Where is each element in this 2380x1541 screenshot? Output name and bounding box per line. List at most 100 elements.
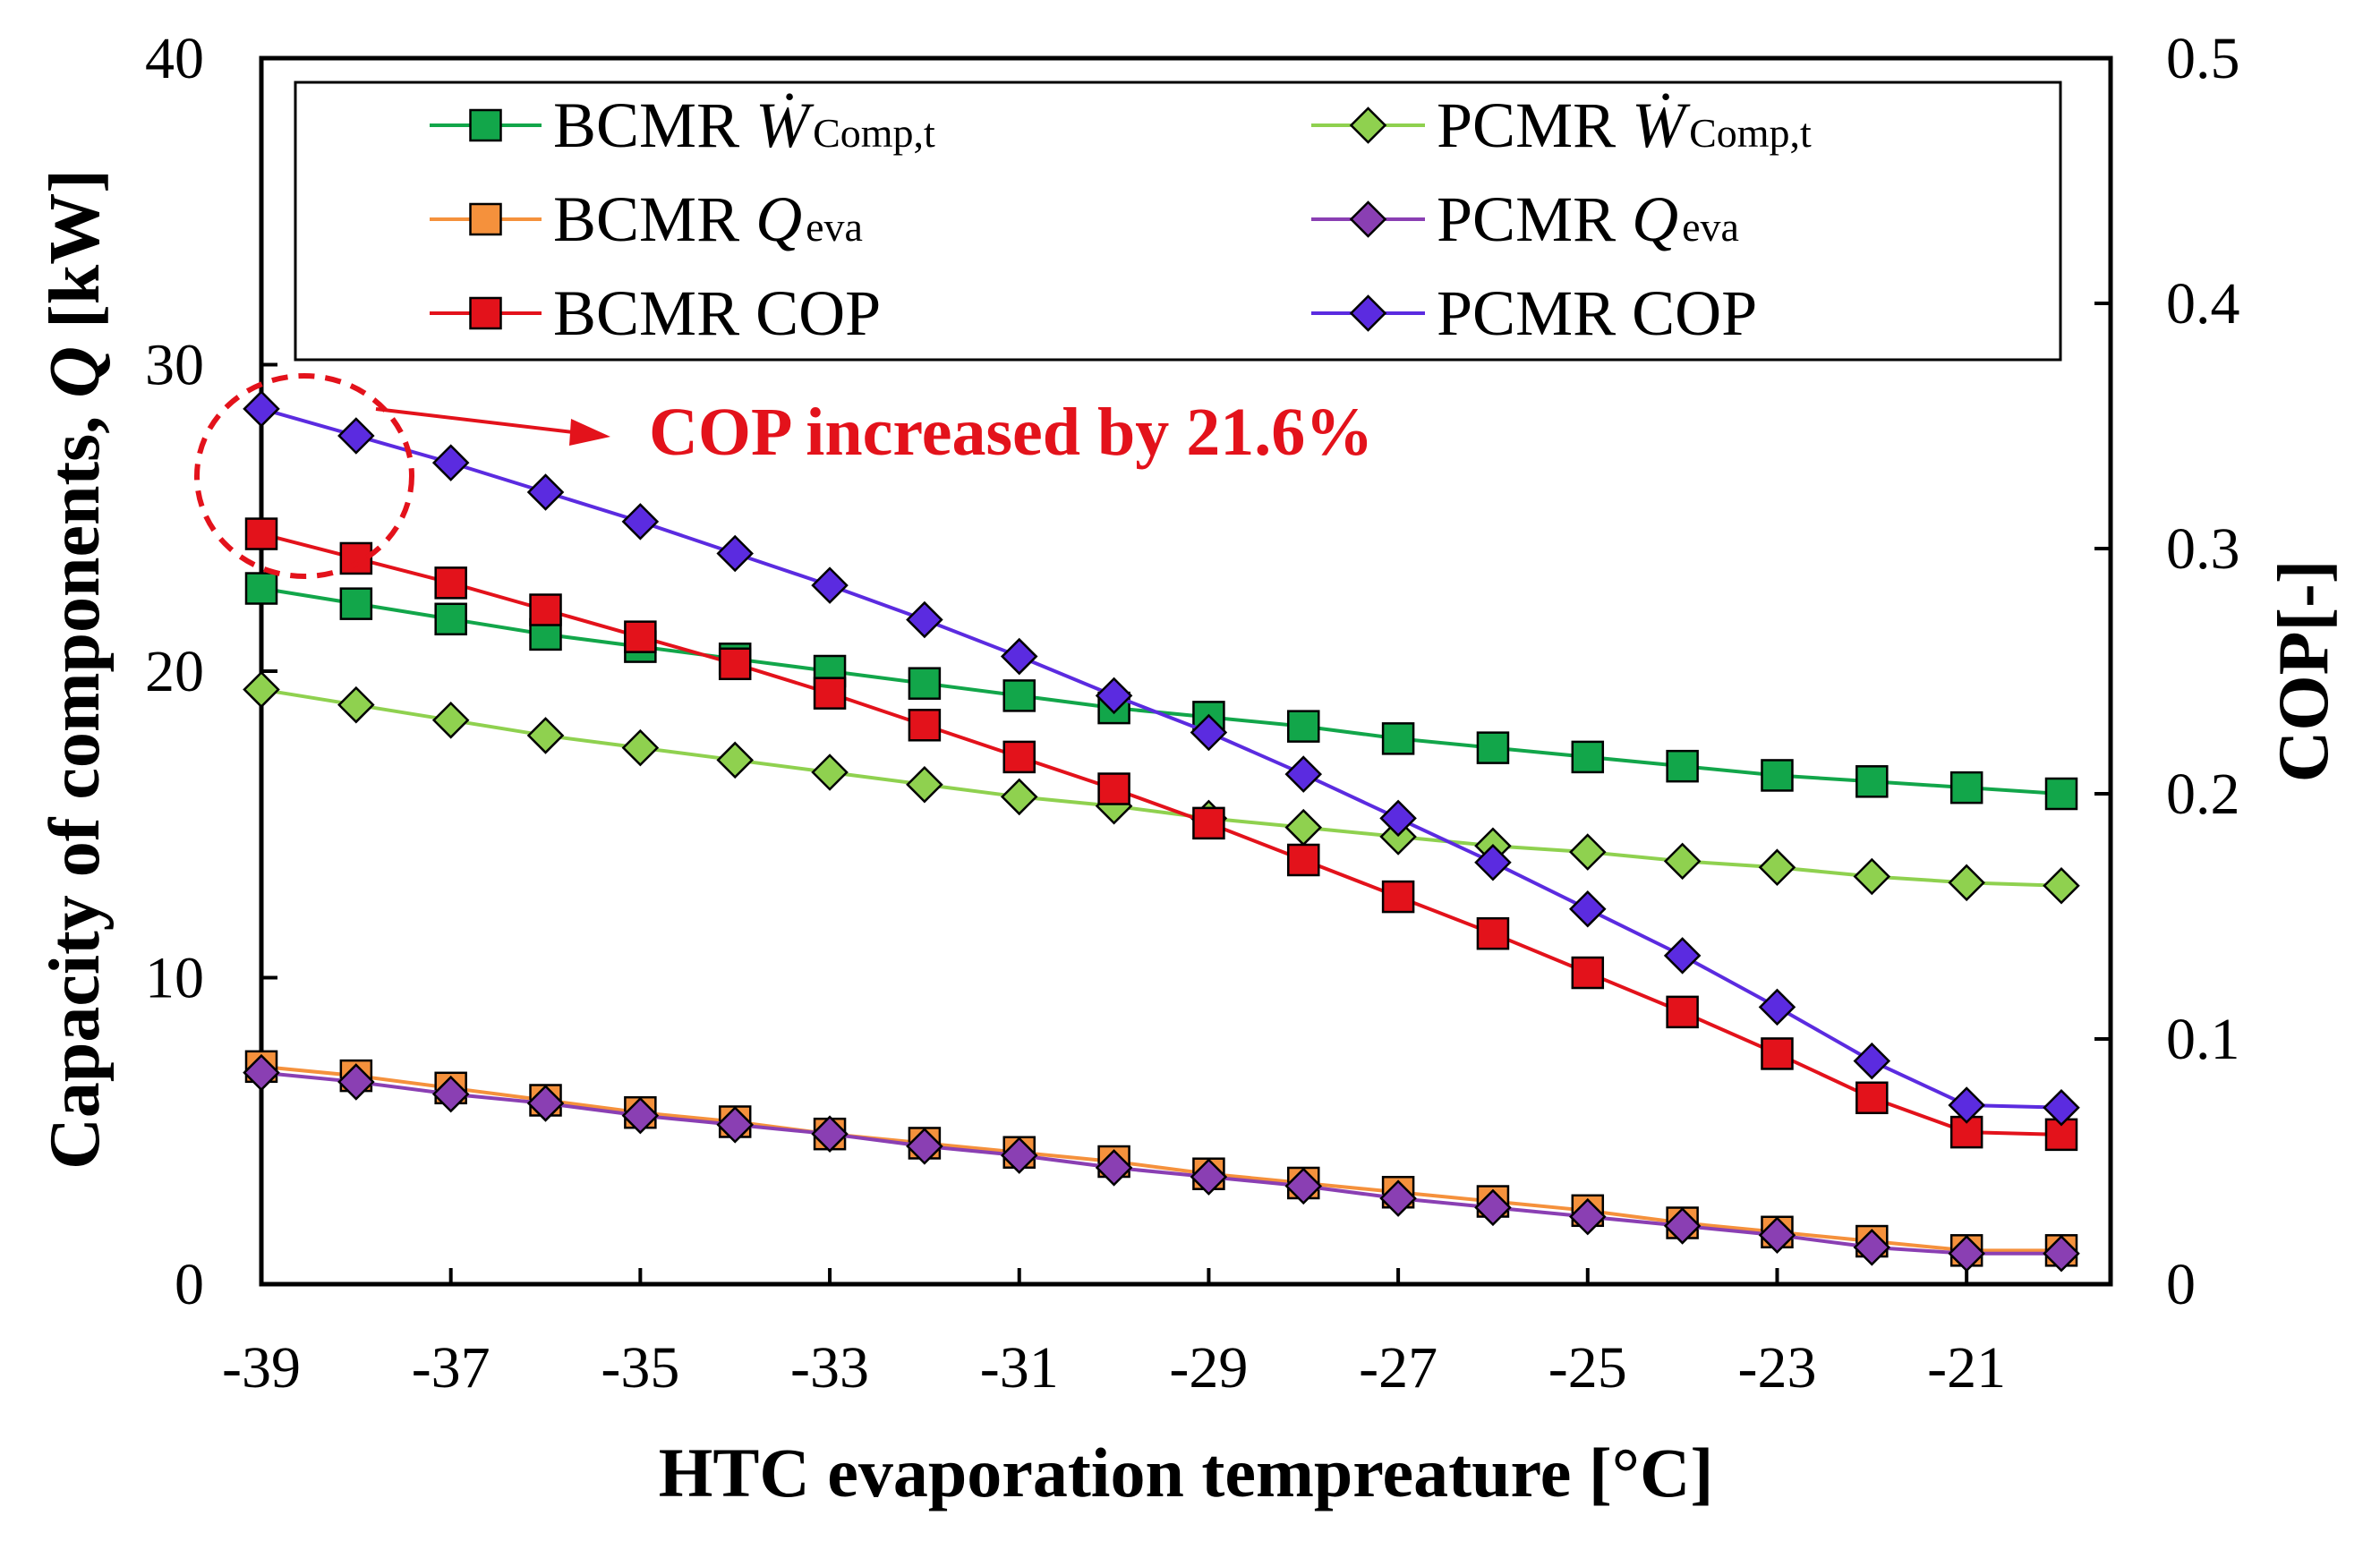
data-point-pcmr_cop — [621, 503, 660, 541]
data-point-bcmr_w — [244, 572, 278, 605]
data-point-pcmr_cop — [2043, 1088, 2080, 1127]
y-right-tick-labels: 0 0.1 0.2 0.3 0.4 0.5 — [2166, 26, 2240, 1317]
data-point-pcmr_w — [1853, 857, 1891, 896]
series-bcmr_w — [244, 572, 2078, 811]
data-point-pcmr_cop — [1190, 713, 1228, 752]
data-point-pcmr_cop — [1569, 890, 1607, 928]
data-point-pcmr_cop — [906, 600, 943, 639]
x-tick-label: -29 — [1169, 1335, 1248, 1401]
legend-marker-pcmr_cop — [1349, 294, 1387, 332]
data-point-pcmr_w — [1663, 842, 1702, 881]
data-point-bcmr_w — [1571, 740, 1605, 774]
data-point-pcmr_q — [1758, 1216, 1796, 1254]
data-point-pcmr_q — [1379, 1179, 1417, 1217]
data-point-bcmr_cop — [1381, 880, 1415, 914]
data-point-bcmr_cop — [1476, 916, 1510, 950]
y-axis-left-title-pre: Capacity of components, — [36, 398, 115, 1170]
data-point-bcmr_w — [1002, 679, 1036, 712]
data-point-pcmr_w — [2043, 866, 2080, 905]
series-group — [243, 390, 2080, 1273]
y-right-tick-label: 0.5 — [2166, 26, 2240, 91]
x-tick-label: -27 — [1359, 1335, 1437, 1401]
data-point-bcmr_w — [1761, 759, 1794, 792]
data-point-pcmr_cop — [1284, 755, 1323, 793]
data-point-bcmr_cop — [624, 620, 657, 653]
x-axis-title: HTC evaporation tempreature [°C] — [659, 1434, 1714, 1511]
legend-label-pcmr_cop: PCMR COP — [1437, 277, 1757, 349]
data-point-pcmr_w — [1948, 864, 1985, 902]
annotation-ellipse — [194, 373, 414, 579]
y-axis-left-title-unit: [kW] — [36, 169, 115, 346]
series-pcmr_q — [243, 1053, 2080, 1273]
data-point-bcmr_w — [2044, 777, 2078, 811]
data-point-bcmr_w — [1476, 731, 1510, 764]
y-right-tick-label: 0.3 — [2166, 516, 2240, 582]
data-point-bcmr_cop — [1192, 806, 1225, 840]
series-bcmr_q — [244, 1050, 2078, 1267]
y-right-tick-label: 0.1 — [2166, 1007, 2240, 1072]
data-point-bcmr_w — [1666, 749, 1699, 783]
data-point-bcmr_cop — [529, 593, 562, 626]
data-point-pcmr_q — [906, 1128, 943, 1165]
data-point-bcmr_cop — [244, 517, 278, 550]
data-point-bcmr_cop — [908, 709, 942, 742]
legend-label-bcmr_w: BCMR ẆComp,t — [553, 89, 935, 161]
y-left-tick-label: 20 — [145, 639, 204, 704]
data-point-pcmr_q — [811, 1115, 849, 1153]
data-point-pcmr_w — [716, 741, 754, 779]
data-point-pcmr_cop — [1948, 1086, 1985, 1124]
data-point-bcmr_w — [908, 667, 942, 700]
data-point-pcmr_cop — [811, 566, 849, 604]
series-pcmr_cop — [243, 390, 2080, 1127]
data-point-pcmr_q — [526, 1085, 565, 1122]
data-point-bcmr_cop — [1855, 1081, 1889, 1115]
legend-marker-pcmr_q — [1349, 200, 1387, 238]
legend-label-bcmr_cop: BCMR COP — [553, 277, 881, 349]
legend-label-pcmr_q: PCMR Qeva — [1437, 183, 1739, 255]
data-point-pcmr_w — [811, 753, 849, 791]
x-tick-label: -25 — [1548, 1335, 1627, 1401]
data-point-pcmr_q — [1853, 1229, 1891, 1266]
data-point-bcmr_cop — [1761, 1037, 1794, 1070]
annotation-arrow-line — [375, 407, 574, 434]
series-line-pcmr_cop — [260, 406, 2062, 1110]
x-tick-label: -37 — [412, 1335, 491, 1401]
x-tick-labels: -39 -37 -35 -33 -31 -29 -27 -25 -23 -21 — [222, 1335, 2006, 1401]
data-point-pcmr_w — [1284, 808, 1323, 847]
data-point-pcmr_w — [1569, 833, 1607, 871]
legend-marker-bcmr_q — [469, 202, 502, 236]
data-point-bcmr_w — [1855, 765, 1889, 798]
data-point-pcmr_w — [526, 717, 565, 754]
data-point-pcmr_cop — [1095, 677, 1133, 715]
data-point-pcmr_q — [1663, 1207, 1702, 1245]
legend-box — [294, 81, 2062, 362]
data-point-pcmr_w — [243, 670, 280, 709]
data-point-pcmr_cop — [1379, 799, 1417, 838]
series-pcmr_w — [243, 670, 2080, 905]
legend-marker-pcmr_w — [1349, 106, 1387, 144]
legend-label-pcmr_w: PCMR ẆComp,t — [1437, 89, 1812, 161]
x-tick-label: -31 — [980, 1335, 1059, 1401]
legend-marker-bcmr_w — [469, 108, 502, 142]
data-point-pcmr_q — [716, 1106, 754, 1144]
data-point-bcmr_w — [1287, 710, 1320, 743]
x-tick-label: -33 — [790, 1335, 869, 1401]
data-point-pcmr_q — [1284, 1167, 1323, 1205]
y-left-tick-label: 30 — [145, 333, 204, 398]
data-point-bcmr_w — [1949, 770, 1983, 805]
data-point-pcmr_w — [337, 685, 375, 724]
legend: BCMR ẆComp,t PCMR ẆComp,t BCMR Qeva PCMR Qeva… — [430, 89, 1812, 349]
data-point-pcmr_cop — [1853, 1042, 1891, 1080]
annotation-text: COP increased by 21.6% — [649, 395, 1373, 470]
data-point-bcmr_w — [434, 602, 467, 636]
data-point-pcmr_cop — [337, 417, 375, 455]
data-point-pcmr_q — [1000, 1137, 1038, 1174]
legend-label-bcmr_q: BCMR Qeva — [553, 183, 863, 255]
data-point-pcmr_w — [906, 765, 943, 804]
y-left-tick-label: 40 — [145, 26, 204, 91]
data-point-bcmr_cop — [434, 566, 467, 600]
y-left-tick-labels: 0 10 20 30 40 — [145, 26, 204, 1317]
data-point-pcmr_q — [243, 1053, 280, 1092]
data-point-bcmr_cop — [813, 677, 847, 710]
data-point-pcmr_cop — [1758, 988, 1796, 1026]
